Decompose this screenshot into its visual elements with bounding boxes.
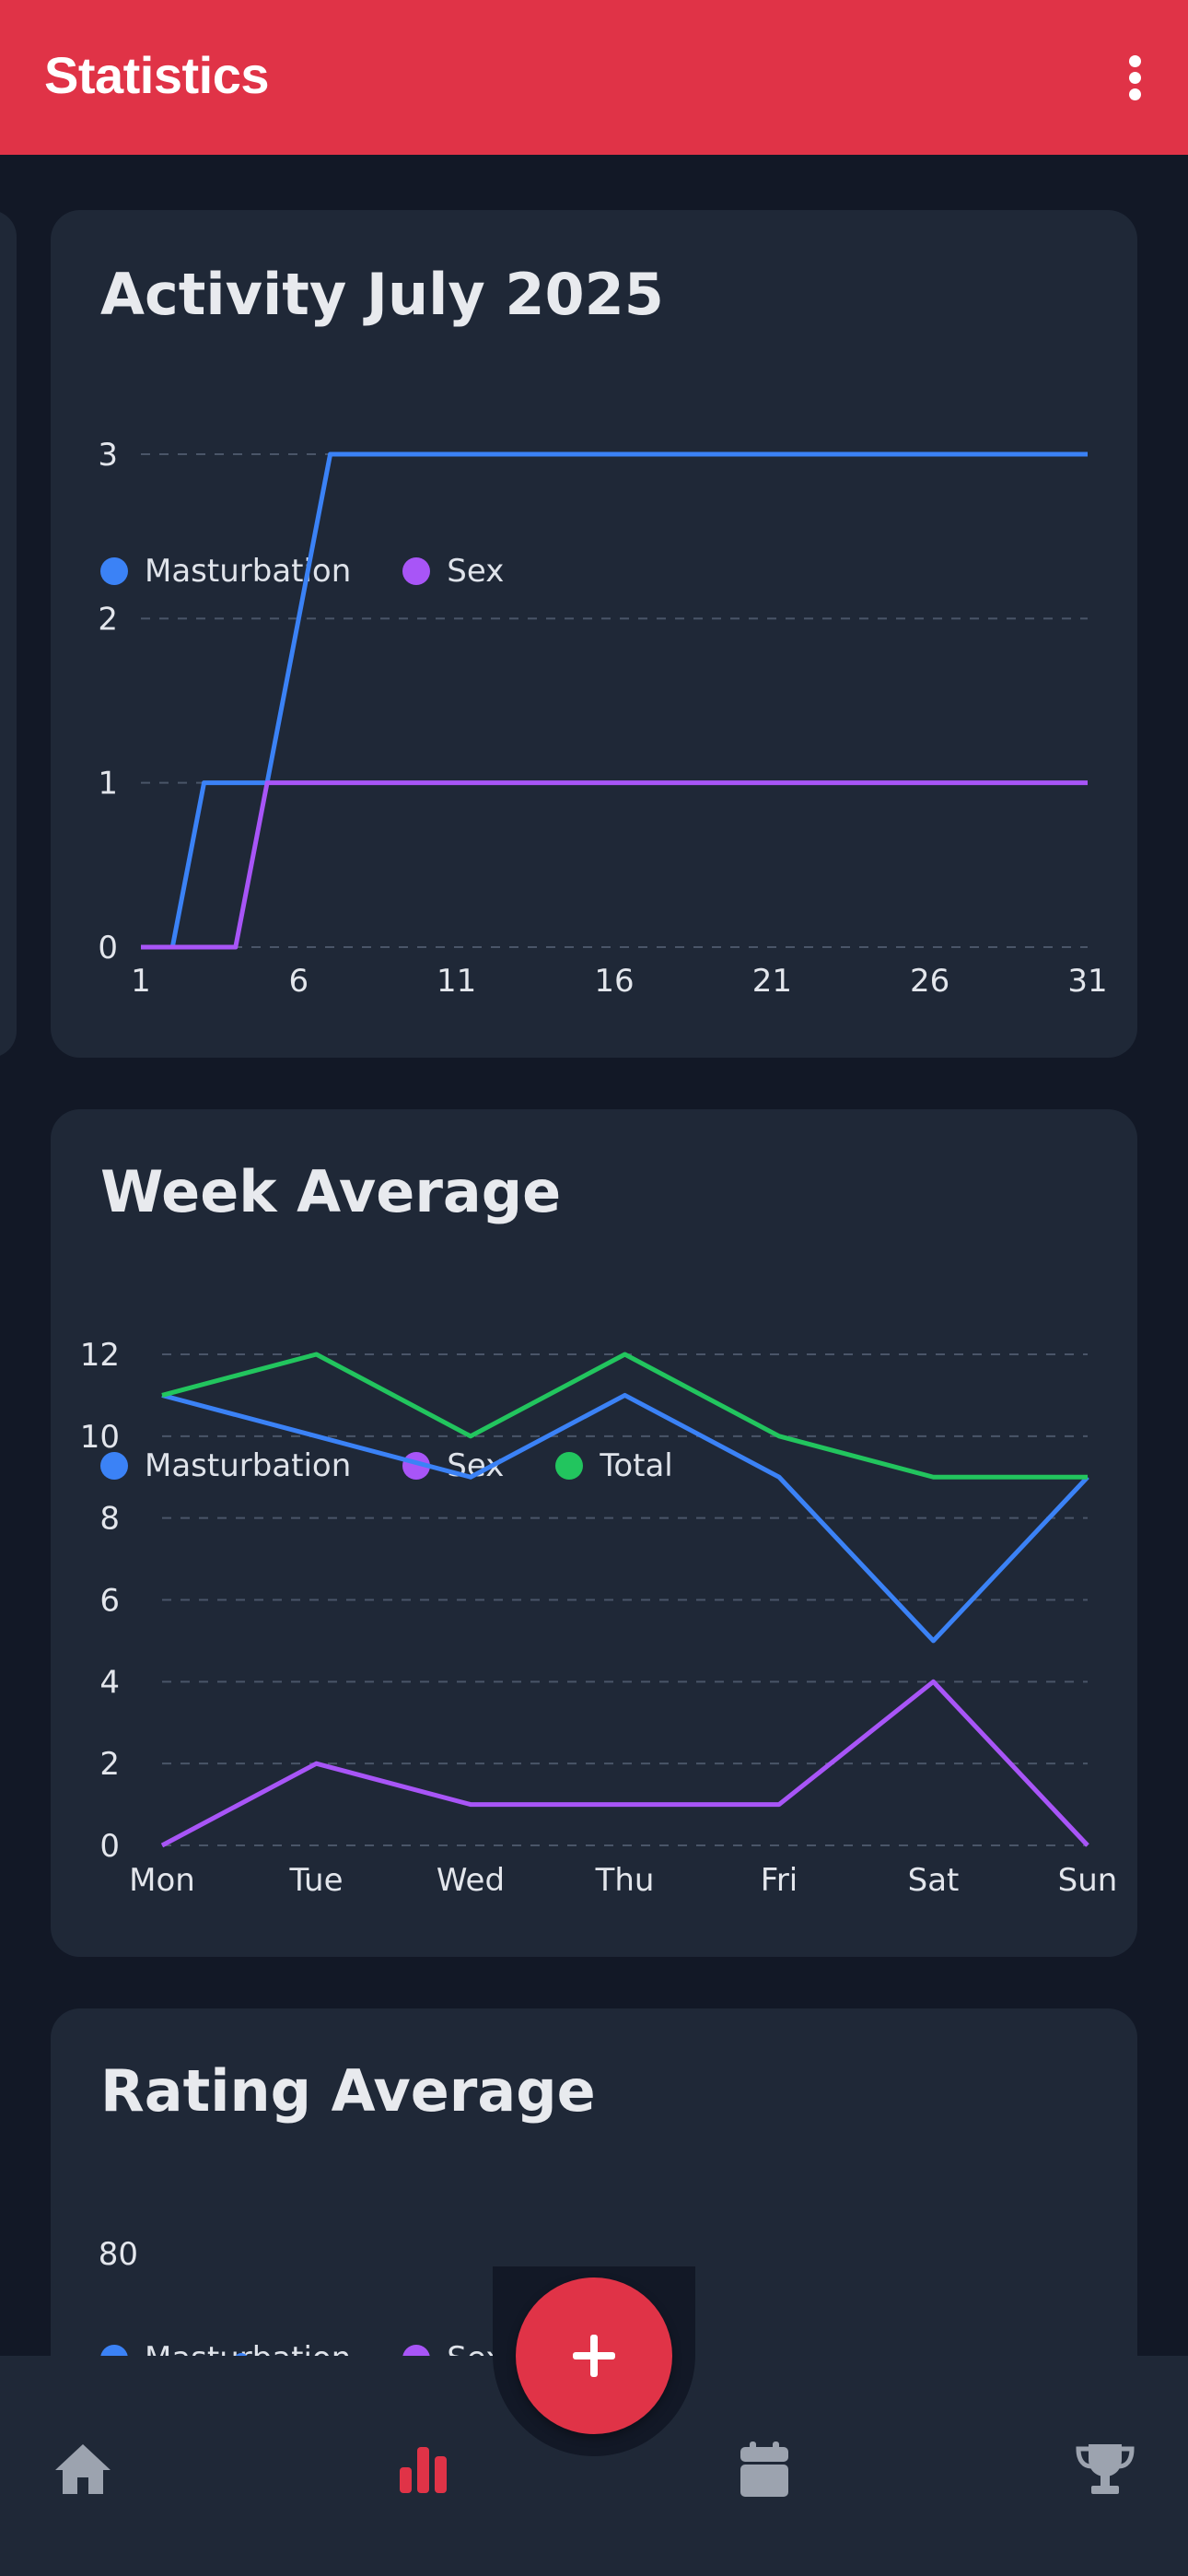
more-options-button[interactable] <box>1098 41 1171 114</box>
add-entry-button[interactable] <box>516 2277 672 2434</box>
calendar-icon <box>740 2441 788 2497</box>
card-title: Rating Average <box>100 2057 596 2125</box>
y-tick-label: 12 <box>80 1337 120 1374</box>
legend-item-masturbation: Masturbation <box>100 1447 351 1484</box>
y-tick-label: 80 <box>99 2236 138 2273</box>
legend-dot <box>100 557 128 585</box>
previous-card-edge[interactable] <box>0 210 17 1058</box>
x-tick-label: Thu <box>595 1862 655 1899</box>
legend-item-masturbation: Masturbation <box>100 553 351 590</box>
page-title: Statistics <box>44 46 270 104</box>
legend-label: Sex <box>447 553 505 590</box>
series-line-masturbation <box>161 1392 1089 1644</box>
legend-dot <box>402 557 431 585</box>
y-tick-label: 0 <box>98 930 118 966</box>
legend-label: Total <box>600 1447 673 1484</box>
x-tick-label: 16 <box>594 963 634 1000</box>
nav-calendar[interactable] <box>718 2432 810 2506</box>
y-tick-label: 2 <box>98 601 118 638</box>
series-line-sex <box>160 1679 1089 1848</box>
x-tick-label: 11 <box>437 963 476 1000</box>
more-vertical-icon <box>1129 55 1141 67</box>
x-tick-label: Fri <box>761 1862 798 1899</box>
nav-statistics[interactable] <box>378 2432 470 2506</box>
y-tick-label: 10 <box>80 1419 120 1456</box>
y-tick-label: 1 <box>98 766 118 802</box>
y-tick-label: 8 <box>99 1501 120 1538</box>
legend-dot <box>100 1452 128 1480</box>
series-line-total <box>161 1352 1088 1480</box>
nav-achievements[interactable] <box>1059 2432 1151 2506</box>
legend-item-total: Total <box>555 1447 673 1484</box>
legend-label: Masturbation <box>145 1447 352 1484</box>
card-title: Week Average <box>100 1158 562 1225</box>
week-average-card: Week Average Masturbation Sex Total <box>51 1109 1137 1957</box>
plus-icon <box>573 2335 615 2377</box>
series-line-sex <box>141 780 1088 950</box>
trophy-icon <box>1076 2444 1135 2494</box>
x-tick-label: 21 <box>752 963 792 1000</box>
legend-dot <box>555 1452 584 1480</box>
home-icon <box>55 2444 111 2494</box>
x-tick-label: Mon <box>129 1862 195 1899</box>
activity-card: Activity July 2025 Masturbation Sex <box>51 210 1137 1058</box>
x-tick-label: Tue <box>288 1862 343 1899</box>
app-bar: Statistics <box>0 0 1188 155</box>
y-tick-label: 4 <box>99 1664 120 1701</box>
x-tick-label: 26 <box>910 963 949 1000</box>
y-tick-label: 2 <box>99 1746 120 1783</box>
x-tick-label: Sun <box>1058 1862 1118 1899</box>
x-tick-label: 31 <box>1067 963 1107 1000</box>
series-line-masturbation <box>141 451 1088 950</box>
y-tick-label: 0 <box>99 1828 120 1865</box>
x-tick-label: 6 <box>289 963 309 1000</box>
nav-home[interactable] <box>37 2432 129 2506</box>
chart-legend: Masturbation Sex Total <box>100 1447 725 1484</box>
chart-legend: Masturbation Sex <box>100 553 555 590</box>
legend-label: Masturbation <box>145 553 352 590</box>
bar-chart-icon <box>400 2447 447 2493</box>
x-tick-label: Wed <box>437 1862 505 1899</box>
y-tick-label: 3 <box>98 437 118 474</box>
legend-item-sex: Sex <box>402 553 504 590</box>
card-title: Activity July 2025 <box>100 261 664 328</box>
y-tick-label: 6 <box>99 1583 120 1620</box>
x-tick-label: 1 <box>131 963 151 1000</box>
x-tick-label: Sat <box>908 1862 960 1899</box>
